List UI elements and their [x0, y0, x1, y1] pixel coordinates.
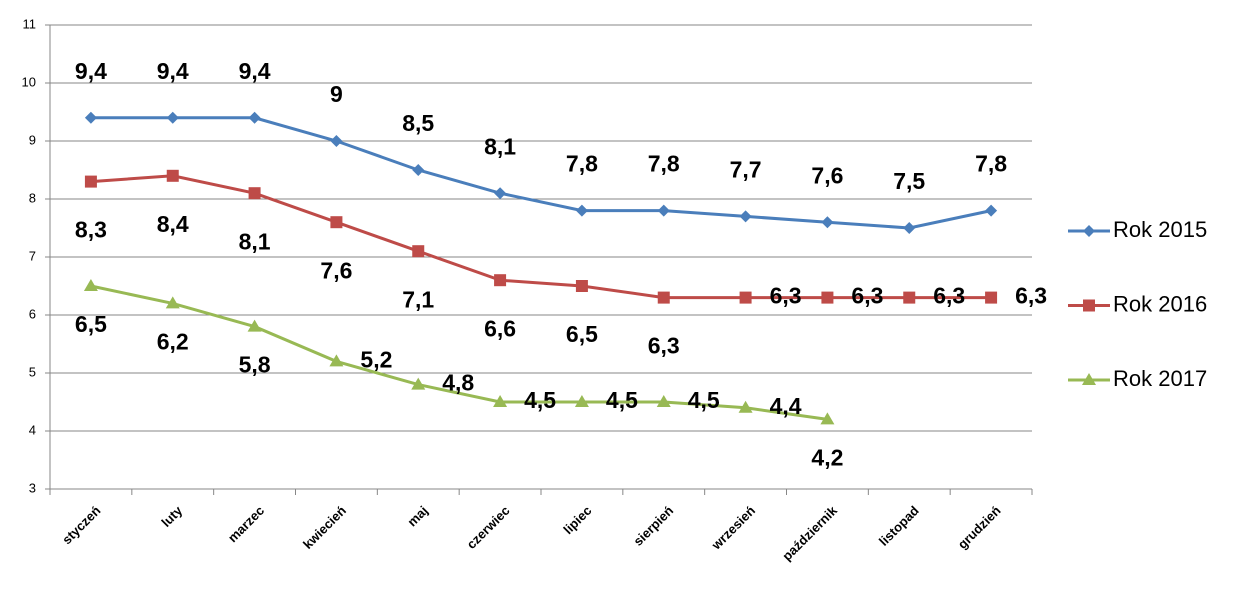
- marker: [166, 111, 179, 124]
- legend-label: Rok 2016: [1113, 291, 1207, 316]
- marker: [165, 296, 180, 309]
- marker: [575, 280, 588, 292]
- y-tick-label: 4: [29, 422, 36, 437]
- x-tick-label: czerwiec: [464, 503, 513, 552]
- data-label: 7,8: [648, 151, 680, 177]
- data-label: 4,8: [442, 370, 474, 396]
- x-tick-label: październik: [779, 502, 840, 563]
- x-tick-label: sierpień: [630, 503, 676, 549]
- series-line: [90, 174, 992, 300]
- data-label: 4,5: [524, 387, 556, 413]
- marker: [739, 291, 752, 304]
- data-label: 4,4: [770, 393, 802, 419]
- y-tick-label: 6: [29, 306, 36, 321]
- marker: [84, 111, 97, 124]
- marker: [330, 135, 343, 147]
- marker: [493, 395, 508, 407]
- legend-label: Rok 2017: [1113, 366, 1207, 391]
- marker: [574, 395, 589, 407]
- legend-label: Rok 2015: [1113, 217, 1207, 242]
- series-line: [90, 284, 828, 421]
- y-tick-label: 7: [29, 248, 36, 263]
- data-label: 8,1: [484, 133, 516, 159]
- y-tick-label: 10: [22, 74, 36, 89]
- x-tick-label: wrzesień: [708, 503, 758, 553]
- data-label: 4,5: [688, 387, 720, 413]
- marker: [739, 210, 752, 223]
- data-label: 8,4: [157, 211, 189, 237]
- marker: [248, 187, 261, 200]
- data-label: 8,1: [239, 228, 271, 254]
- data-label: 6,2: [157, 328, 189, 354]
- marker: [575, 204, 588, 217]
- x-tick-label: grudzień: [955, 503, 1004, 552]
- data-label: 7,1: [402, 286, 434, 312]
- data-label: 6,6: [484, 315, 516, 341]
- marker: [330, 216, 343, 229]
- data-label: 6,3: [1015, 283, 1047, 309]
- marker: [494, 187, 507, 200]
- data-label: 9: [330, 81, 343, 107]
- data-label: 6,3: [851, 283, 883, 309]
- marker: [985, 204, 998, 217]
- marker: [84, 175, 97, 188]
- data-label: 7,8: [975, 151, 1007, 177]
- marker: [903, 291, 916, 304]
- marker: [656, 395, 671, 407]
- y-tick-label: 3: [29, 480, 36, 495]
- data-label: 5,2: [360, 346, 392, 372]
- x-tick-label: luty: [158, 502, 185, 529]
- marker: [1083, 299, 1095, 312]
- data-label: 7,8: [566, 151, 598, 177]
- data-label: 5,8: [239, 352, 271, 378]
- x-tick-label: styczeń: [59, 503, 103, 547]
- data-label: 7,6: [320, 257, 352, 283]
- data-label: 6,3: [770, 283, 802, 309]
- marker: [985, 291, 998, 304]
- data-label: 7,7: [730, 156, 762, 182]
- x-tick-label: marzec: [225, 503, 267, 545]
- data-label: 6,3: [933, 283, 965, 309]
- marker: [903, 222, 916, 234]
- marker: [657, 204, 670, 217]
- marker: [248, 111, 261, 124]
- x-tick-label: maj: [404, 503, 430, 529]
- data-label: 8,3: [75, 217, 107, 243]
- data-label: 9,4: [157, 58, 189, 84]
- marker: [821, 291, 834, 304]
- y-tick-label: 11: [23, 16, 37, 31]
- marker: [1083, 225, 1095, 237]
- marker: [329, 354, 344, 367]
- marker: [247, 319, 262, 332]
- x-tick-label: listopad: [876, 503, 922, 549]
- marker: [657, 291, 670, 304]
- marker: [166, 169, 179, 182]
- marker: [738, 400, 753, 413]
- marker: [494, 274, 507, 287]
- marker: [412, 245, 425, 258]
- marker: [83, 279, 98, 291]
- y-tick-label: 8: [29, 190, 36, 205]
- data-label: 4,2: [811, 444, 843, 470]
- data-label: 6,3: [648, 333, 680, 359]
- marker: [1082, 373, 1096, 385]
- marker: [412, 164, 425, 176]
- marker: [411, 377, 426, 390]
- data-label: 9,4: [239, 58, 271, 84]
- marker: [820, 412, 835, 425]
- data-label: 7,6: [811, 162, 843, 188]
- data-label: 6,5: [75, 311, 107, 337]
- x-tick-label: kwiecień: [300, 503, 349, 552]
- marker: [821, 216, 834, 229]
- y-tick-label: 9: [29, 132, 36, 147]
- data-label: 7,5: [893, 168, 925, 194]
- data-label: 8,5: [402, 110, 434, 136]
- data-label: 9,4: [75, 58, 107, 84]
- x-tick-label: lipiec: [560, 503, 594, 537]
- data-label: 6,5: [566, 321, 598, 347]
- y-tick-label: 5: [29, 364, 36, 379]
- series-line: [90, 116, 992, 230]
- data-label: 4,5: [606, 387, 638, 413]
